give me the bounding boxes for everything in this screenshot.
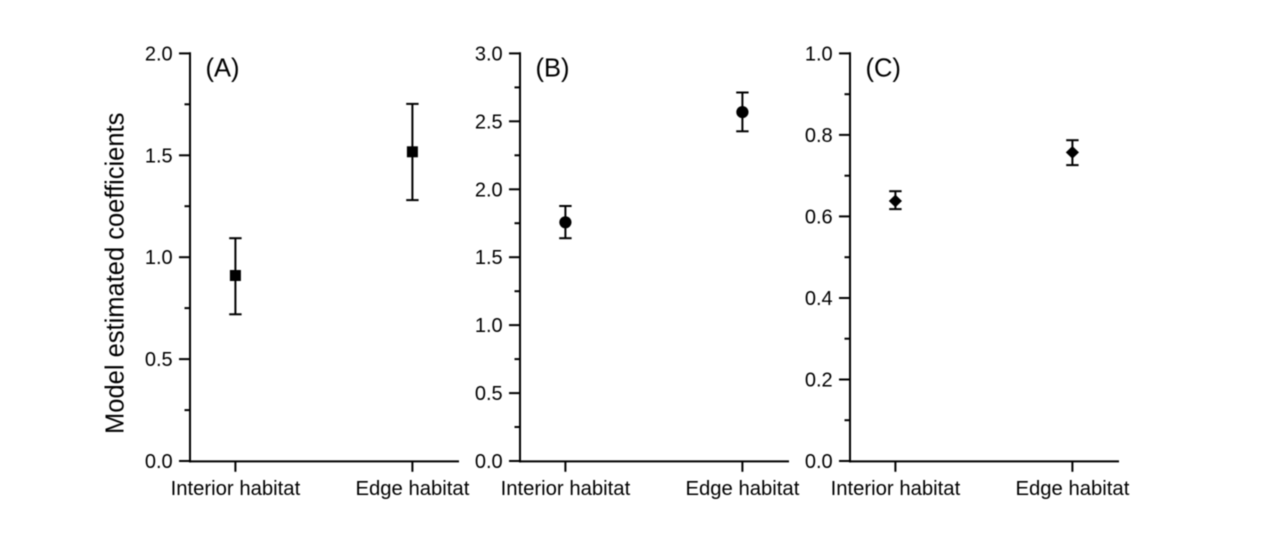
svg-text:0.0: 0.0 — [145, 451, 173, 473]
svg-text:1.0: 1.0 — [805, 43, 833, 65]
svg-text:1.0: 1.0 — [475, 315, 503, 337]
svg-text:(A): (A) — [206, 54, 240, 82]
svg-text:Interior habitat: Interior habitat — [171, 478, 301, 500]
svg-text:2.5: 2.5 — [475, 111, 503, 133]
svg-text:1.5: 1.5 — [475, 247, 503, 269]
svg-text:(C): (C) — [866, 54, 901, 82]
svg-text:Edge habitat: Edge habitat — [1015, 478, 1129, 500]
svg-text:1.5: 1.5 — [145, 145, 173, 167]
svg-text:3.0: 3.0 — [475, 43, 503, 65]
svg-text:0.0: 0.0 — [805, 451, 833, 473]
svg-text:1.0: 1.0 — [145, 247, 173, 269]
svg-text:Interior habitat: Interior habitat — [501, 478, 631, 500]
svg-text:0.8: 0.8 — [805, 125, 833, 147]
svg-text:Interior habitat: Interior habitat — [831, 478, 961, 500]
svg-text:2.0: 2.0 — [145, 43, 173, 65]
svg-text:0.4: 0.4 — [805, 288, 833, 310]
svg-text:0.6: 0.6 — [805, 206, 833, 228]
svg-text:Edge habitat: Edge habitat — [685, 478, 799, 500]
svg-text:0.5: 0.5 — [145, 349, 173, 371]
svg-text:Model estimated coefficients: Model estimated coefficients — [102, 113, 130, 434]
svg-text:Edge habitat: Edge habitat — [355, 478, 469, 500]
svg-text:2.0: 2.0 — [475, 179, 503, 201]
svg-text:0.5: 0.5 — [475, 383, 503, 405]
svg-text:(B): (B) — [536, 54, 570, 82]
svg-text:0.2: 0.2 — [805, 370, 833, 392]
svg-text:0.0: 0.0 — [475, 451, 503, 473]
